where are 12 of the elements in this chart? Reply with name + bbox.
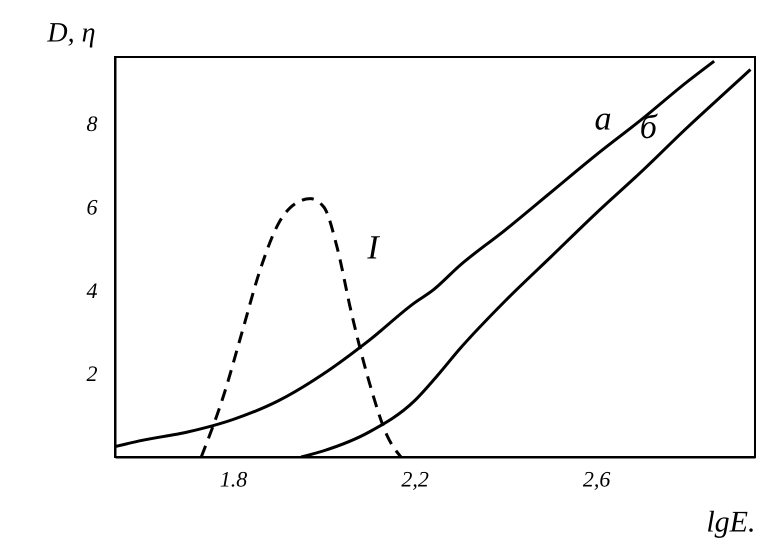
y-tick-label: 4 bbox=[86, 278, 98, 303]
y-tick-label: 6 bbox=[86, 194, 98, 220]
y-tick-label: 2 bbox=[86, 361, 98, 386]
x-axis-title: lgE. bbox=[706, 506, 756, 538]
y-axis-title: D, η bbox=[46, 18, 96, 48]
x-tick-label: 2,2 bbox=[401, 466, 429, 492]
x-tick-label: 1.8 bbox=[220, 466, 248, 492]
y-tick-label: 8 bbox=[86, 111, 98, 136]
series-label: б bbox=[640, 108, 659, 146]
x-tick-label: 2,6 bbox=[582, 466, 610, 492]
series-label: I bbox=[366, 230, 380, 267]
series-label: а bbox=[594, 100, 612, 138]
